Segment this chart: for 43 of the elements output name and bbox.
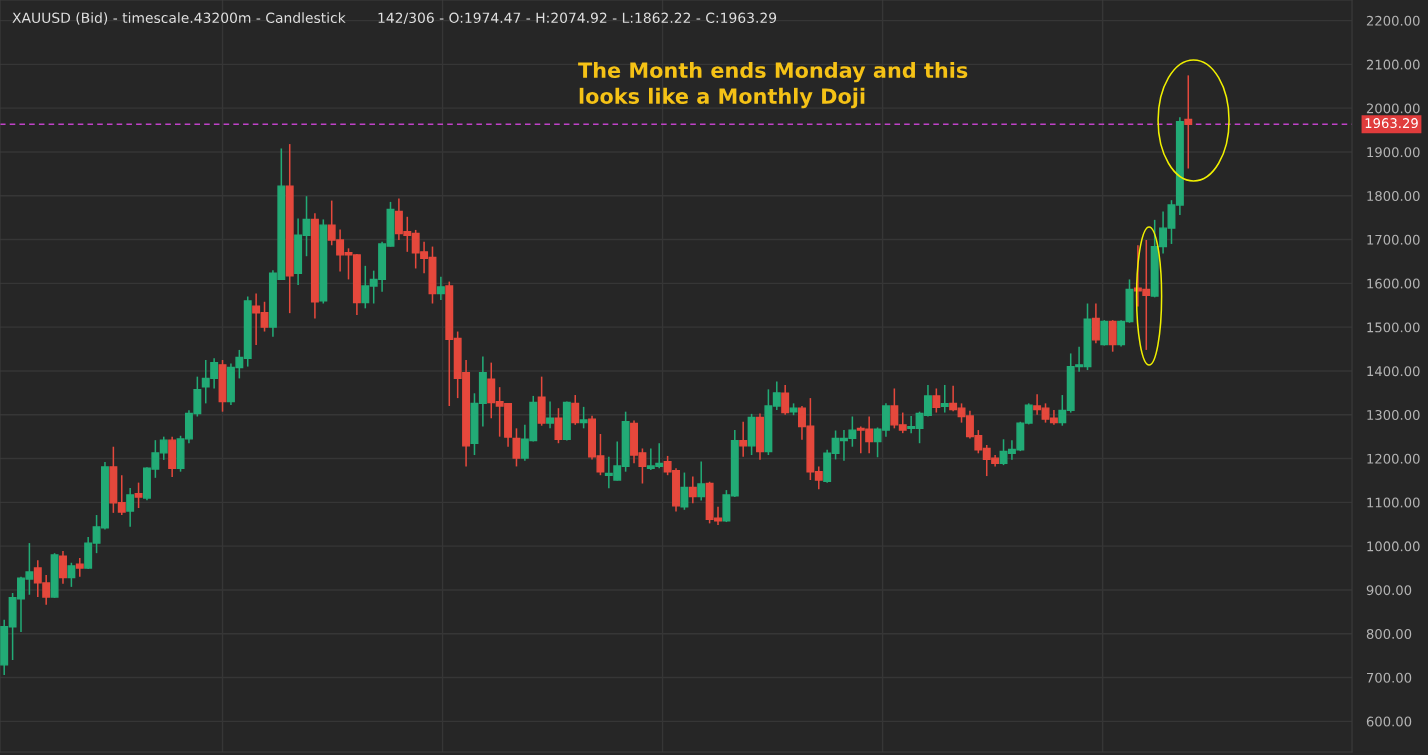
candlestick bbox=[75, 557, 84, 578]
y-tick-label: 1900.00 bbox=[1367, 147, 1420, 158]
candlestick bbox=[436, 276, 445, 301]
candlestick bbox=[940, 384, 949, 414]
candlestick bbox=[554, 407, 563, 444]
candlestick bbox=[546, 400, 555, 430]
candlestick bbox=[59, 550, 67, 585]
candlestick bbox=[739, 420, 748, 458]
y-tick-label: 1000.00 bbox=[1367, 541, 1420, 552]
y-tick-label: 1500.00 bbox=[1367, 322, 1420, 333]
y-tick-label: 800.00 bbox=[1366, 628, 1412, 639]
candlestick bbox=[1100, 319, 1109, 347]
candlestick bbox=[1184, 74, 1193, 170]
y-tick-label: 2000.00 bbox=[1366, 103, 1420, 114]
candlestick bbox=[571, 394, 580, 426]
y-tick-label: 1800.00 bbox=[1367, 190, 1420, 201]
y-tick-label: 900.00 bbox=[1366, 585, 1412, 596]
y-tick-label: 1600.00 bbox=[1367, 278, 1420, 289]
candlestick bbox=[932, 387, 941, 414]
candlestick bbox=[697, 460, 706, 502]
candlestick bbox=[1091, 302, 1100, 345]
y-tick-label: 1200.00 bbox=[1367, 453, 1420, 464]
candlestick bbox=[134, 481, 143, 509]
ref-line-label: 1963.29 bbox=[1365, 118, 1418, 129]
text: 142/306 - O:1974.47 - H:2074.92 - L:1862.22 - C:1963.29 bbox=[378, 12, 777, 25]
candlestick bbox=[781, 384, 790, 416]
y-tick-label: 2200.00 bbox=[1366, 15, 1420, 26]
y-tick-label: 1700.00 bbox=[1367, 234, 1420, 245]
y-tick-label: 2100.00 bbox=[1366, 59, 1420, 70]
candlestick bbox=[512, 427, 521, 468]
candlestick bbox=[67, 562, 76, 588]
candlestick bbox=[579, 406, 588, 430]
candlestick bbox=[1108, 319, 1117, 353]
y-tick-label: 700.00 bbox=[1367, 672, 1412, 683]
candlestick bbox=[680, 471, 689, 511]
candlestick bbox=[126, 487, 135, 528]
y-tick-label: 1400.00 bbox=[1367, 366, 1420, 377]
annotation: The Month ends Monday and this looks like a Monthly Doji bbox=[578, 61, 968, 109]
y-tick-label: 600.00 bbox=[1366, 716, 1412, 727]
y-tick-label: 1300.00 bbox=[1367, 409, 1420, 420]
text: XAUUSD (Bid) - timescale.43200m - Candlestick bbox=[12, 12, 346, 25]
candlestick bbox=[688, 475, 697, 504]
y-tick-label: 1100.00 bbox=[1367, 497, 1420, 508]
